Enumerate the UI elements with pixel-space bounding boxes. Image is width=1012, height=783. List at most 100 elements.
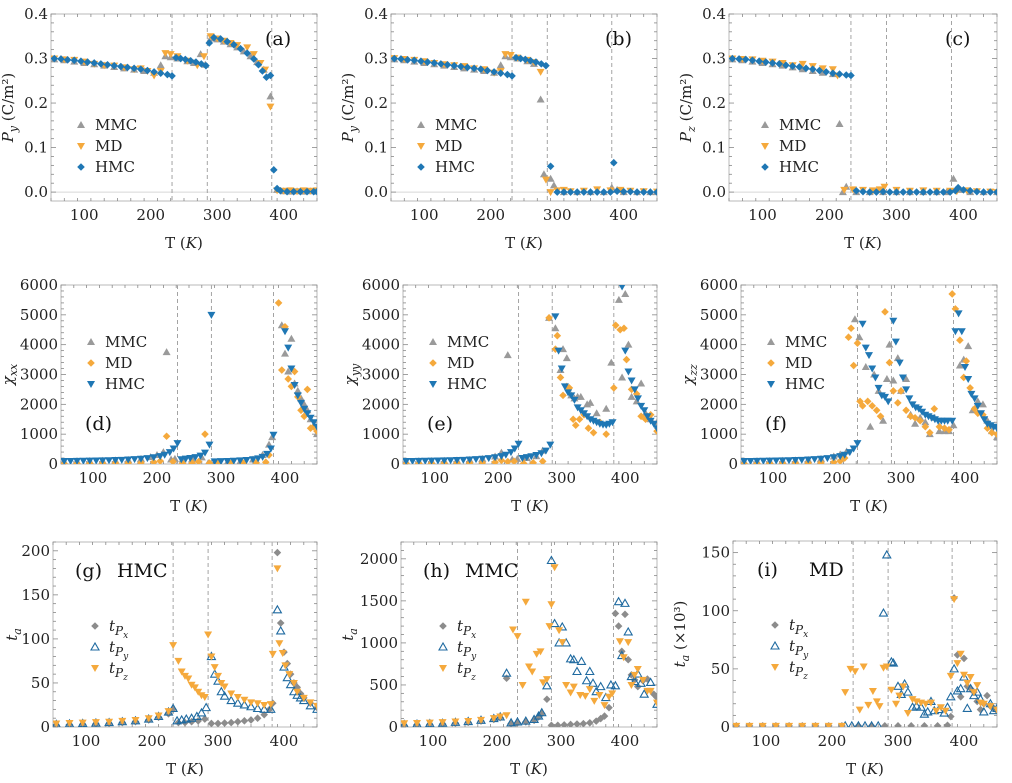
- data-point: [252, 703, 263, 713]
- series-md: [729, 55, 997, 197]
- data-point: [922, 706, 933, 716]
- data-point: [210, 664, 219, 672]
- data-point: [961, 364, 969, 372]
- data-point: [653, 425, 657, 433]
- data-point: [874, 720, 882, 727]
- data-point: [838, 188, 847, 196]
- y-tick-label: 0.4: [702, 5, 726, 23]
- data-point: [616, 186, 625, 194]
- legend: MMC MD HMC: [77, 116, 137, 176]
- data-point: [542, 676, 551, 684]
- x-tick-label: 400: [270, 732, 299, 750]
- data-point: [164, 708, 173, 716]
- data-point: [518, 681, 527, 689]
- data-point: [765, 457, 774, 464]
- data-point: [956, 336, 964, 344]
- data-point: [614, 295, 623, 303]
- data-point: [573, 720, 581, 727]
- data-point: [785, 722, 794, 727]
- data-point: [501, 451, 510, 459]
- y-tick-label: 5000: [700, 306, 738, 324]
- y-tick-label: 6000: [700, 276, 738, 294]
- data-point: [408, 457, 417, 464]
- data-point: [762, 58, 770, 66]
- data-point: [775, 60, 784, 68]
- y-tick-label: 0: [48, 455, 58, 473]
- data-point: [606, 188, 615, 196]
- data-point: [166, 51, 175, 59]
- data-point: [885, 358, 894, 367]
- y-tick-label: 0.1: [702, 139, 726, 157]
- y-tick-label: 4000: [700, 336, 738, 354]
- data-point: [92, 457, 101, 464]
- x-tick-label: 200: [483, 732, 512, 750]
- data-point: [649, 420, 657, 428]
- data-point: [927, 699, 935, 707]
- data-point: [465, 456, 474, 464]
- data-point: [290, 381, 299, 389]
- data-point: [593, 188, 601, 196]
- data-point: [969, 689, 978, 697]
- legend-label: MMC: [435, 116, 477, 134]
- x-tick-label: 100: [72, 732, 101, 750]
- data-point: [509, 626, 517, 634]
- data-point: [768, 59, 777, 67]
- data-point: [622, 355, 631, 364]
- data-point: [306, 424, 315, 432]
- x-tick-label: 200: [823, 469, 852, 487]
- data-point: [957, 328, 966, 336]
- data-point: [864, 701, 873, 709]
- data-point: [618, 373, 627, 381]
- data-point: [506, 51, 515, 59]
- data-point: [287, 382, 296, 391]
- data-point: [960, 671, 968, 679]
- data-point: [253, 714, 262, 722]
- data-point: [537, 450, 546, 458]
- data-point: [949, 421, 958, 429]
- data-point: [865, 352, 873, 360]
- data-point: [97, 60, 105, 68]
- legend-label: MMC: [95, 116, 137, 134]
- y-tick-label: 0.3: [24, 50, 48, 68]
- data-point: [947, 712, 955, 721]
- data-point: [201, 715, 209, 723]
- y-tick-label: 0.1: [364, 139, 388, 157]
- data-point: [519, 459, 528, 464]
- data-point: [401, 720, 409, 727]
- data-point: [278, 650, 287, 657]
- data-point: [949, 663, 960, 673]
- data-point: [545, 314, 553, 322]
- data-point: [879, 187, 887, 196]
- y-tick-label: 0: [390, 455, 400, 473]
- data-point: [884, 398, 893, 406]
- y-tick-label: 0.2: [702, 94, 726, 112]
- data-point: [966, 384, 974, 392]
- data-point: [868, 365, 877, 373]
- data-point: [433, 457, 442, 464]
- data-point: [156, 69, 165, 78]
- data-point: [290, 367, 299, 376]
- data-point: [194, 688, 203, 696]
- series-mmc: [61, 321, 317, 464]
- data-point: [595, 692, 604, 700]
- data-point: [181, 55, 190, 64]
- data-point: [281, 328, 289, 336]
- data-point: [489, 715, 498, 723]
- data-point: [51, 54, 59, 63]
- x-axis-label: T (K): [510, 760, 548, 778]
- y-tick-label: 0.0: [702, 183, 726, 201]
- data-point: [162, 432, 171, 441]
- data-point: [234, 717, 242, 726]
- data-point: [567, 392, 576, 400]
- data-point: [258, 453, 267, 461]
- y-tick-label: 1500: [360, 592, 398, 610]
- panel-tag: (h): [423, 560, 450, 582]
- data-point: [624, 639, 633, 647]
- y-tick-label: 1000: [360, 634, 398, 652]
- data-point: [889, 317, 898, 325]
- data-point: [459, 456, 468, 464]
- x-tick-label: 100: [419, 732, 448, 750]
- y-tick-label: 0.0: [364, 183, 388, 201]
- series-t-px: [733, 594, 997, 727]
- legend-marker: [770, 640, 780, 650]
